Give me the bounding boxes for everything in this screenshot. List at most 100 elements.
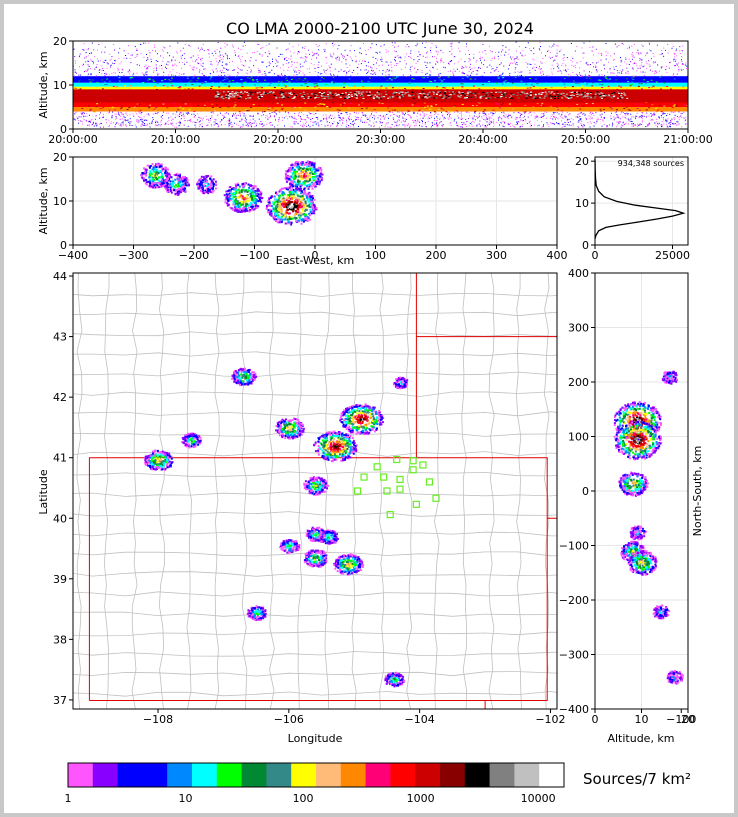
time-height-core [322,93,325,95]
time-height-source [313,54,315,56]
ew-height-source [229,189,232,192]
ew-height-source [240,191,243,194]
time-height-source [266,45,268,46]
time-height-source [520,52,521,54]
time-height-source [237,114,239,116]
time-height-source [564,115,566,117]
time-height-core [496,97,499,99]
time-height-source [231,125,233,127]
time-height-source [444,87,447,89]
time-height-core [513,94,516,96]
time-height-source [499,107,502,109]
time-height-source [439,122,441,124]
time-height-source [171,74,173,76]
time-height-source [282,119,284,121]
ew-height-source [256,189,259,192]
time-height-core [398,96,401,98]
time-height-source [683,117,685,119]
time-height-source [157,111,159,113]
time-height-source [355,119,356,121]
time-height-source [509,72,511,74]
time-height-source [145,64,147,66]
ew-height-source [181,186,184,189]
time-height-source [213,124,215,126]
time-height-source [254,84,256,86]
time-height-xtick-label: 20:20:00 [253,133,302,146]
time-height-source [588,118,590,120]
time-height-source [404,56,406,58]
time-height-source [541,102,544,104]
time-height-source [371,67,373,69]
time-height-source [619,70,621,72]
ew-height-source [258,196,261,199]
time-height-core [275,96,278,98]
ew-height-source [178,180,181,183]
time-height-source [460,83,463,85]
time-height-source [676,63,678,65]
time-height-source [685,109,688,111]
ew-height-source [224,198,227,201]
time-height-core [618,92,620,94]
time-height-source [95,66,97,68]
time-height-source [179,106,182,108]
time-height-source [340,53,342,55]
time-height-source [338,116,340,118]
time-height-source [201,73,203,75]
ew-height-source [210,179,213,182]
time-height-source [143,75,145,77]
time-height-source [201,126,203,127]
time-height-source [437,125,439,127]
time-height-source [422,88,425,89]
time-height-source [562,117,564,119]
time-height-source [122,123,124,125]
time-height-source [148,42,150,44]
time-height-source [245,115,247,117]
time-height-source [211,103,214,105]
time-height-source [367,80,370,82]
time-height-source [249,115,251,117]
time-height-source [552,123,554,125]
time-height-source [146,74,148,76]
time-height-source [441,60,443,62]
time-height-source [622,122,624,124]
time-height-source [89,110,92,112]
time-height-source [344,49,346,51]
time-height-source [120,113,122,115]
time-height-source [236,115,237,117]
time-height-source [641,62,643,64]
time-height-source [129,114,131,116]
ew-height-source [148,184,151,187]
time-height-source [561,116,563,118]
time-height-core [323,97,326,99]
ew-height-source [201,181,204,184]
time-height-core [342,93,345,95]
time-height-source [544,111,546,113]
time-height-source [117,67,119,69]
time-height-source [342,117,343,119]
time-height-source [481,117,483,119]
time-height-source [171,85,174,87]
time-height-source [448,112,450,114]
time-height-source [675,50,677,52]
time-height-source [93,62,94,64]
time-height-source [233,106,236,108]
time-height-core [448,91,451,93]
time-height-source [619,121,621,123]
time-height-source [469,59,471,61]
time-height-source [522,111,524,113]
time-height-source [563,125,565,127]
time-height-source [201,57,203,59]
time-height-source [88,65,90,67]
time-height-source [604,68,605,70]
time-height-core [567,98,570,99]
time-height-source [493,113,495,114]
time-height-source [514,68,516,70]
time-height-source [537,125,538,127]
time-height-core [445,94,448,96]
time-height-source [244,117,246,119]
time-height-source [196,80,198,82]
time-height-source [399,111,401,113]
time-height-source [471,68,473,70]
ew-height-source [153,184,156,187]
time-height-source [493,88,496,89]
